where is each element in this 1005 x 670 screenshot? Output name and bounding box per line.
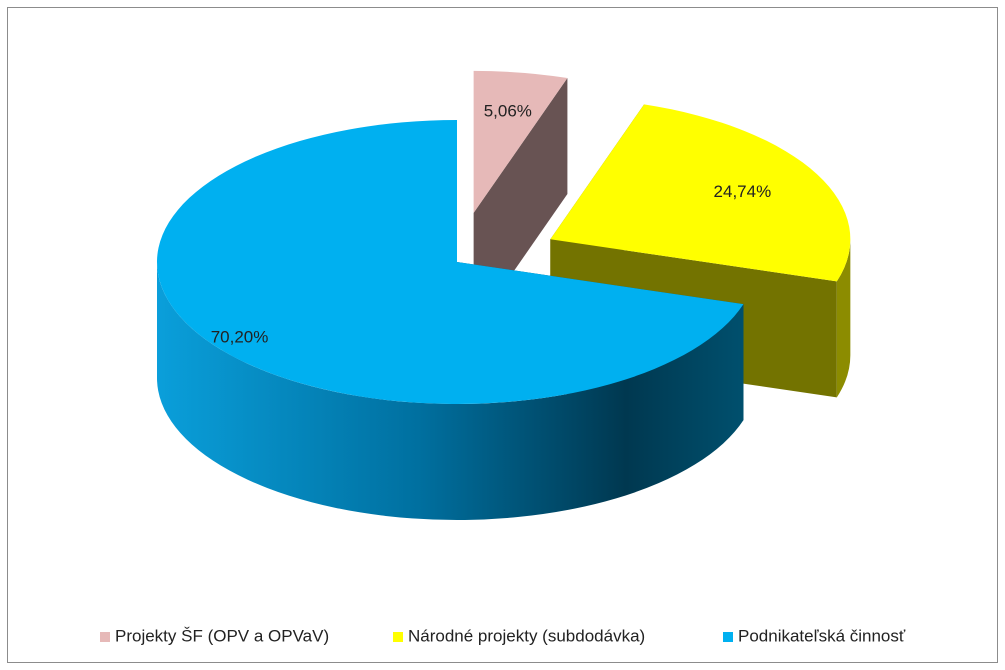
slice xyxy=(550,104,851,282)
slice-wall xyxy=(157,262,744,520)
data-label: 24,74% xyxy=(714,182,772,201)
legend-label: Národné projekty (subdodávka) xyxy=(408,626,645,645)
slice-wall xyxy=(836,239,851,398)
legend-label: Projekty ŠF (OPV a OPVaV) xyxy=(115,626,329,645)
legend-swatch xyxy=(100,632,110,642)
data-label: 70,20% xyxy=(211,327,269,346)
slice xyxy=(473,70,568,213)
legend-label: Podnikateľská činnosť xyxy=(738,626,906,645)
slice-side xyxy=(473,78,568,329)
legend-swatch xyxy=(393,632,403,642)
data-label: 5,06% xyxy=(484,101,532,120)
legend-swatch xyxy=(723,632,733,642)
slice xyxy=(156,120,744,404)
